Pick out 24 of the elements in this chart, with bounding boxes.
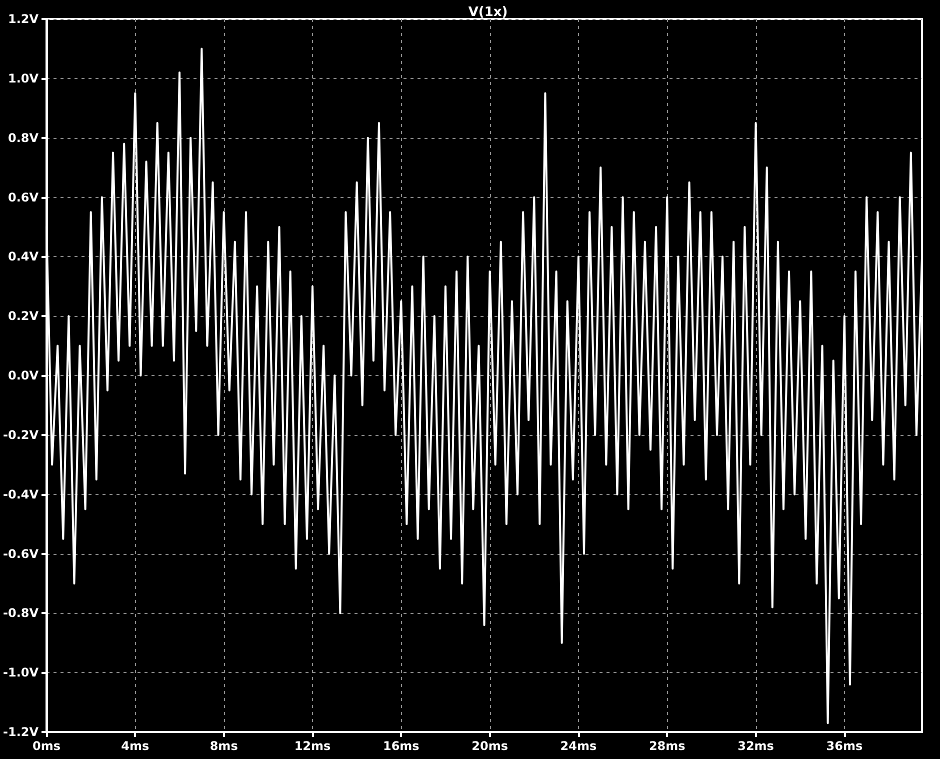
x-tick-label: 28ms xyxy=(648,739,686,753)
y-tick-label: 1.2V xyxy=(8,12,40,26)
x-tick-label: 16ms xyxy=(382,739,420,753)
y-tick-label: -0.2V xyxy=(2,428,40,442)
y-tick-label: 0.6V xyxy=(8,190,40,204)
y-tick-label: -1.2V xyxy=(2,725,40,739)
chart-title: V(1x) xyxy=(468,5,508,20)
x-tick-label: 12ms xyxy=(294,739,331,753)
y-tick-label: 0.0V xyxy=(8,368,40,382)
x-tick-label: 0ms xyxy=(32,739,61,753)
y-tick-label: 0.8V xyxy=(8,130,40,145)
y-tick-label: -0.4V xyxy=(2,487,40,502)
y-tick-label: -0.6V xyxy=(2,546,40,561)
y-tick-label: 0.4V xyxy=(8,250,40,264)
x-tick-label: 20ms xyxy=(472,739,508,753)
x-tick-label: 4ms xyxy=(121,739,150,753)
y-tick-label: 1.0V xyxy=(8,71,40,86)
x-tick-label: 24ms xyxy=(560,739,597,753)
x-tick-label: 8ms xyxy=(210,739,238,753)
y-tick-label: 0.2V xyxy=(8,309,40,324)
x-tick-label: 36ms xyxy=(826,739,863,753)
y-tick-label: -1.0V xyxy=(2,666,40,680)
x-tick-label: 32ms xyxy=(738,739,774,753)
y-tick-label: -0.8V xyxy=(2,606,40,620)
